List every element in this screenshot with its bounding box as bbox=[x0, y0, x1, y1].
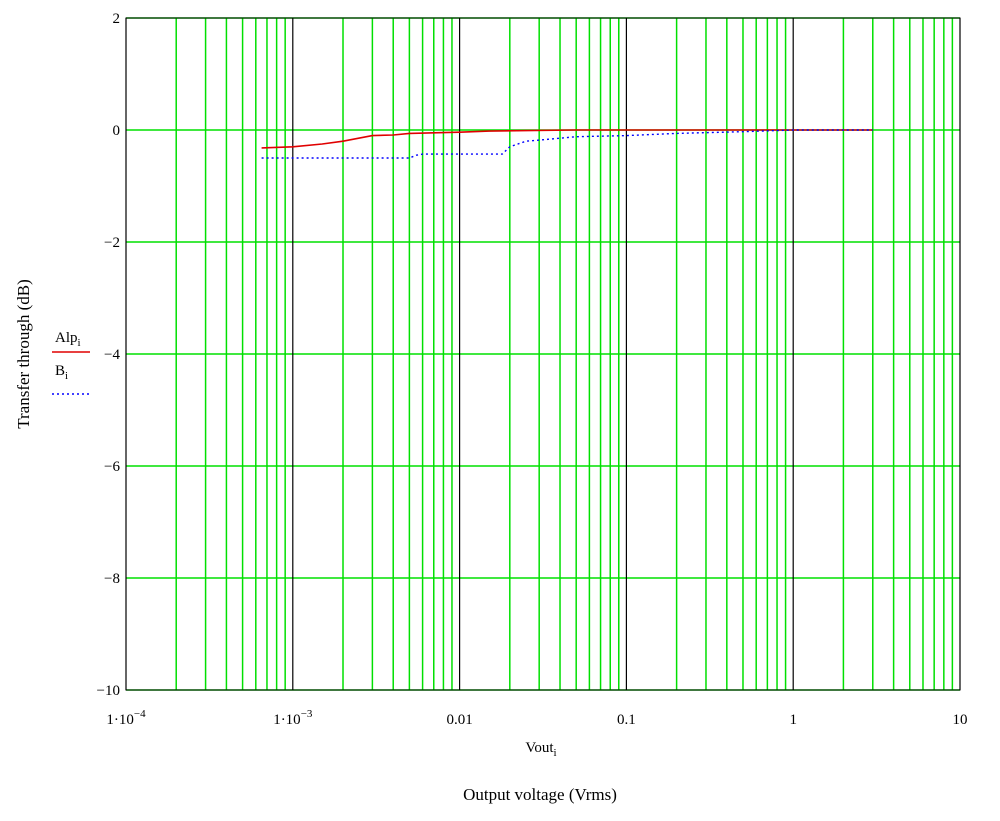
plot-frame bbox=[125, 17, 961, 691]
y-tick-labels: 2 0 −2 −4 −6 −8 −10 bbox=[97, 11, 121, 699]
series-line-alp bbox=[261, 129, 873, 149]
y-tick-label: −4 bbox=[104, 347, 120, 363]
x-tick-label: 1·10−4 bbox=[106, 708, 146, 728]
y-tick-label: −2 bbox=[104, 235, 120, 251]
y-axis-title: Transfer through (dB) bbox=[14, 279, 33, 429]
series-line-b bbox=[261, 129, 873, 159]
x-tick-label: 0.01 bbox=[446, 712, 472, 728]
y-tick-label: 0 bbox=[113, 123, 121, 139]
x-variable-label: Vouti bbox=[525, 740, 556, 759]
x-tick-label: 1 bbox=[789, 712, 797, 728]
legend: Alpi Bi bbox=[52, 330, 90, 395]
x-tick-label: 1·10−3 bbox=[273, 708, 313, 728]
y-tick-label: −8 bbox=[104, 571, 120, 587]
y-tick-label: 2 bbox=[113, 11, 121, 27]
x-variable-sub: i bbox=[554, 747, 557, 759]
x-variable-name: Vout bbox=[525, 740, 554, 756]
x-axis-title: Output voltage (Vrms) bbox=[463, 785, 617, 804]
x-tick-label: 0.1 bbox=[617, 712, 636, 728]
series-layer bbox=[261, 129, 873, 159]
grid-layer bbox=[125, 17, 961, 691]
legend-label-alp: Alpi bbox=[55, 330, 81, 349]
legend-label-b: Bi bbox=[55, 363, 68, 382]
x-tick-label: 10 bbox=[953, 712, 968, 728]
x-tick-labels: 1·10−4 1·10−3 0.01 0.1 1 10 bbox=[106, 708, 967, 728]
y-tick-label: −6 bbox=[104, 459, 120, 475]
y-tick-label: −10 bbox=[97, 683, 120, 699]
